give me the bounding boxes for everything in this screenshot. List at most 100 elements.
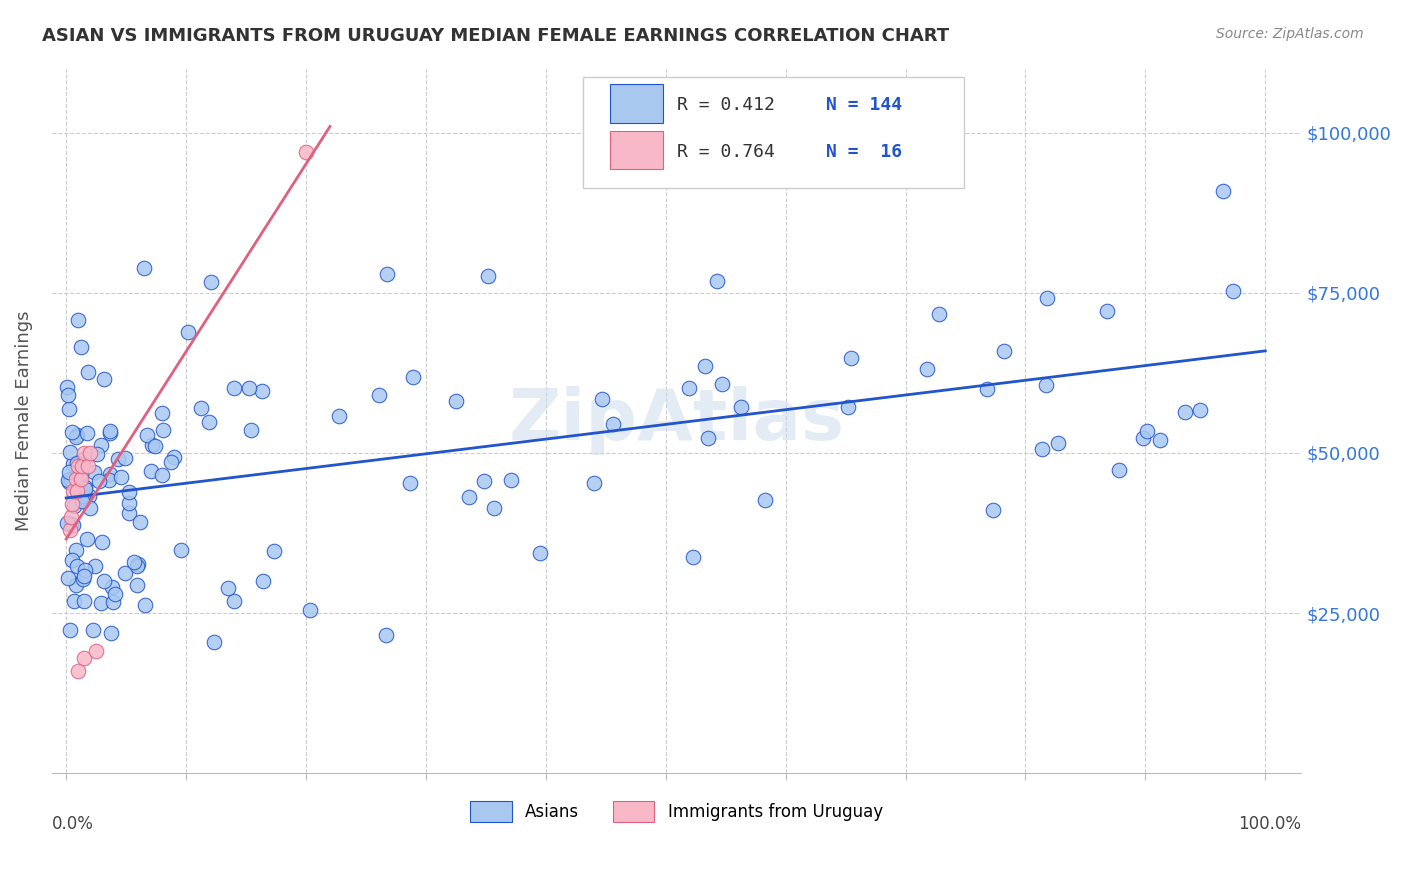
Point xyxy=(110,470,132,484)
Point xyxy=(58,475,80,489)
Point xyxy=(73,651,96,665)
Point xyxy=(107,451,129,466)
Point xyxy=(1035,291,1057,305)
Point xyxy=(60,425,83,439)
Point xyxy=(63,499,86,513)
Point xyxy=(678,381,700,395)
Point xyxy=(139,464,162,478)
Point xyxy=(1095,303,1118,318)
Point xyxy=(695,359,717,373)
Text: 0.0%: 0.0% xyxy=(52,815,94,833)
Point xyxy=(59,623,82,637)
Point xyxy=(72,487,94,501)
Point xyxy=(65,471,87,485)
Point xyxy=(477,268,499,283)
Point xyxy=(1222,284,1244,298)
Point xyxy=(374,628,396,642)
Point xyxy=(1046,435,1069,450)
Point xyxy=(399,476,422,491)
Point xyxy=(484,501,506,516)
Point xyxy=(60,553,83,567)
Point xyxy=(127,557,149,571)
Point xyxy=(591,392,613,406)
Point xyxy=(706,274,728,288)
Point xyxy=(136,428,159,442)
Point xyxy=(127,578,149,592)
Text: 100.0%: 100.0% xyxy=(1239,815,1302,833)
Point xyxy=(472,475,495,489)
Point xyxy=(150,406,173,420)
Point xyxy=(710,377,733,392)
Point xyxy=(56,380,79,394)
Point xyxy=(93,372,115,386)
Point xyxy=(118,484,141,499)
Point xyxy=(100,580,122,594)
Point xyxy=(159,455,181,469)
Point xyxy=(66,456,89,470)
Point xyxy=(602,112,624,126)
Point xyxy=(240,423,263,437)
Point xyxy=(141,438,163,452)
Point xyxy=(84,644,107,658)
Point xyxy=(63,593,86,607)
Point xyxy=(66,428,89,442)
Point xyxy=(263,544,285,558)
Text: ZipAtlas: ZipAtlas xyxy=(509,386,845,455)
Point xyxy=(60,497,83,511)
Point xyxy=(62,457,84,471)
Point xyxy=(928,307,950,321)
Point xyxy=(682,549,704,564)
Point xyxy=(65,430,87,444)
Point xyxy=(70,494,93,508)
Point xyxy=(132,261,155,276)
Point xyxy=(59,444,82,458)
Point xyxy=(76,532,98,546)
Point xyxy=(217,581,239,595)
Point xyxy=(143,439,166,453)
Point xyxy=(1149,433,1171,447)
Point xyxy=(202,635,225,649)
Point xyxy=(56,473,79,487)
Point xyxy=(118,506,141,520)
Point xyxy=(84,558,107,573)
Point xyxy=(69,471,91,485)
Point xyxy=(976,382,998,396)
Point xyxy=(993,343,1015,358)
Text: R = 0.412: R = 0.412 xyxy=(676,96,775,114)
Point xyxy=(73,563,96,577)
Point xyxy=(754,493,776,508)
Point xyxy=(70,467,93,481)
Point xyxy=(915,362,938,376)
Point xyxy=(56,516,79,530)
Point xyxy=(72,572,94,586)
Point xyxy=(252,384,274,398)
Point xyxy=(98,426,121,441)
Point xyxy=(118,496,141,510)
Point xyxy=(1189,403,1212,417)
Point xyxy=(83,465,105,479)
Point xyxy=(224,594,246,608)
Point xyxy=(66,484,89,499)
Point xyxy=(58,571,80,585)
Point xyxy=(129,516,152,530)
Point xyxy=(1136,425,1159,439)
Point xyxy=(65,558,87,573)
Point xyxy=(79,446,101,460)
Point xyxy=(72,451,94,466)
Point xyxy=(114,450,136,465)
Text: N =  16: N = 16 xyxy=(827,143,903,161)
Point xyxy=(1174,405,1197,419)
Point xyxy=(86,447,108,461)
Point xyxy=(65,543,87,558)
Point xyxy=(66,313,89,327)
Text: N = 144: N = 144 xyxy=(827,96,903,114)
Point xyxy=(67,458,90,473)
Point xyxy=(457,490,479,504)
Point xyxy=(59,516,82,531)
Point xyxy=(90,596,112,610)
Point xyxy=(152,423,174,437)
Point xyxy=(98,467,121,481)
Point xyxy=(238,381,260,395)
Point xyxy=(73,482,96,496)
Point xyxy=(730,400,752,414)
